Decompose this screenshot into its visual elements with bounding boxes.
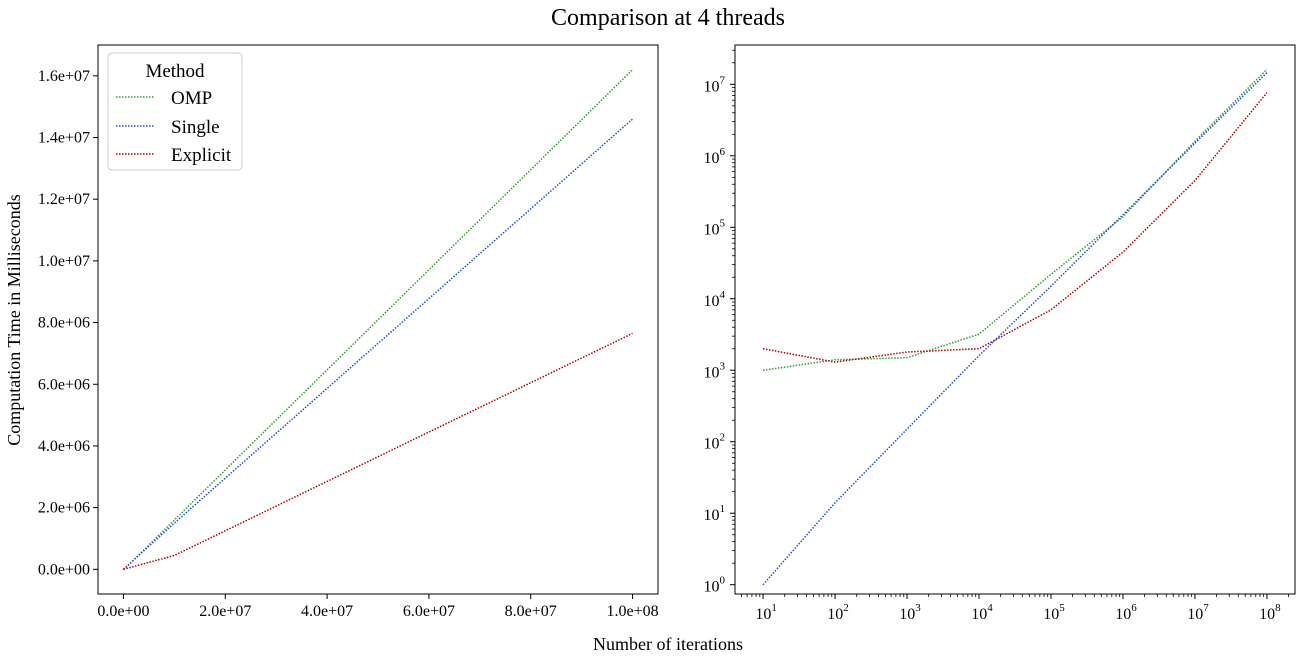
y-tick-label: 2.0e+06: [38, 500, 90, 517]
x-tick-label: 0.0e+00: [97, 603, 149, 620]
x-tick-label: 107: [1187, 602, 1209, 623]
y-tick-label: 105: [704, 217, 726, 238]
y-tick-label: 100: [704, 575, 726, 596]
y-axis-label: Computation Time in Milliseconds: [4, 194, 24, 446]
y-tick-label: 1.0e+07: [38, 253, 90, 270]
y-tick-label: 1.4e+07: [38, 130, 90, 147]
y-tick-label: 102: [704, 432, 726, 453]
legend-label-explicit: Explicit: [171, 145, 232, 166]
series-line-explicit: [762, 92, 1268, 363]
x-tick-label: 8.0e+07: [505, 603, 557, 620]
plot-frame: [97, 44, 659, 595]
y-tick-label: 103: [704, 360, 726, 381]
legend-label-single: Single: [171, 117, 220, 138]
y-tick-label: 4.0e+06: [38, 438, 90, 455]
y-tick-label: 106: [704, 146, 726, 167]
y-tick-label: 6.0e+06: [38, 376, 90, 393]
y-tick-label: 8.0e+06: [38, 315, 90, 332]
x-axis-label: Number of iterations: [593, 634, 743, 654]
legend-title: Method: [145, 61, 205, 82]
y-tick-label: 104: [704, 289, 726, 310]
x-tick-label: 102: [827, 602, 849, 623]
figure-title: Comparison at 4 threads: [551, 5, 785, 31]
plot-frame: [734, 44, 1296, 595]
y-tick-label: 107: [704, 74, 726, 95]
x-tick-label: 4.0e+07: [301, 603, 353, 620]
log-log-axes: 101 102 103 104 105 106 107 108 100 101 102 103 104 1…: [704, 44, 1296, 623]
x-tick-label: 2.0e+07: [199, 603, 251, 620]
y-tick-label: 101: [704, 503, 726, 524]
x-tick-label: 101: [755, 602, 777, 623]
series-line-single: [122, 118, 634, 571]
series-line-explicit: [122, 332, 633, 571]
x-tick-label: 106: [1115, 602, 1137, 623]
x-tick-label: 1.0e+08: [606, 603, 658, 620]
y-tick-label: 0.0e+00: [38, 561, 90, 578]
linear-axes: 0.0e+00 2.0e+07 4.0e+07 6.0e+07 8.0e+07 1.0e+…: [38, 44, 659, 620]
legend-label-omp: OMP: [171, 88, 212, 109]
series-line-omp: [762, 68, 1268, 371]
x-tick-label: 104: [971, 602, 993, 623]
x-tick-label: 105: [1043, 602, 1065, 623]
y-tick-label: 1.2e+07: [38, 191, 90, 208]
x-tick-label: 103: [899, 602, 921, 623]
series-line-single: [762, 72, 1268, 586]
legend-box: [107, 52, 243, 171]
y-tick-label: 1.6e+07: [38, 68, 90, 85]
x-tick-label: 108: [1259, 602, 1281, 623]
x-tick-label: 6.0e+07: [403, 603, 455, 620]
legend: Method OMP Single Explicit: [107, 52, 243, 171]
